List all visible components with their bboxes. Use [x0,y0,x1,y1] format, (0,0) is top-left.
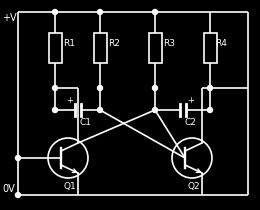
Bar [148,33,161,63]
Circle shape [98,108,102,113]
Text: +: + [187,96,194,105]
Circle shape [53,9,57,14]
Bar [94,33,107,63]
Circle shape [16,193,21,197]
Text: Q2: Q2 [188,182,200,191]
Bar [49,33,62,63]
Text: R3: R3 [163,38,175,47]
Text: +V: +V [2,13,17,23]
Circle shape [16,155,21,160]
Text: C2: C2 [185,118,196,127]
Circle shape [207,108,212,113]
Text: C1: C1 [80,118,92,127]
Circle shape [153,108,158,113]
Circle shape [98,85,102,91]
Circle shape [153,9,158,14]
Text: 0V: 0V [2,184,15,194]
Text: R2: R2 [108,38,120,47]
Circle shape [53,85,57,91]
Text: R1: R1 [63,38,75,47]
Circle shape [153,85,158,91]
Circle shape [207,85,212,91]
Bar [204,33,217,63]
Text: Q1: Q1 [64,182,76,191]
Text: R4: R4 [215,38,227,47]
Circle shape [98,9,102,14]
Circle shape [53,108,57,113]
Text: +: + [66,96,73,105]
